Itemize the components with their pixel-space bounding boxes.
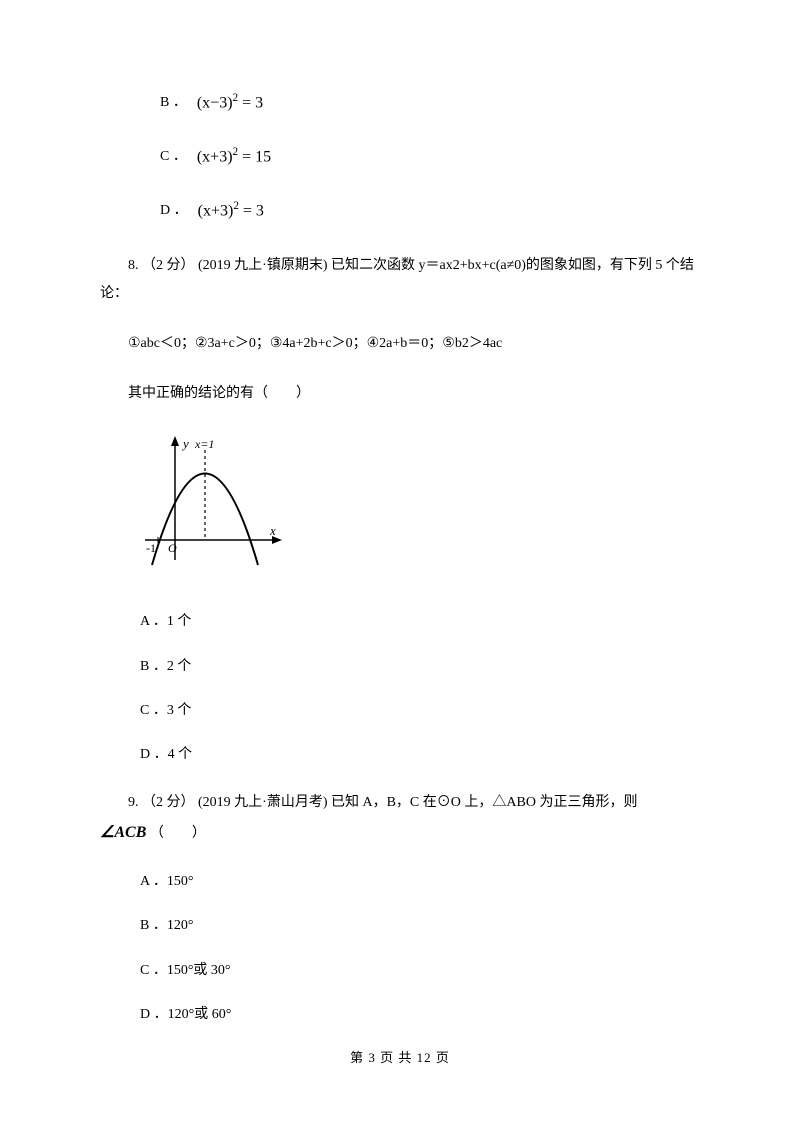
option-B-label: B ．	[160, 92, 187, 114]
q8-graph: y x=1 x -1 O	[140, 430, 700, 583]
q9-stem: 9. （2 分） (2019 九上·萧山月考) 已知 A，B，C 在⊙O 上，△…	[100, 789, 700, 849]
q9-option-C: C ．150°或 30°	[140, 960, 700, 982]
option-C: C ． (x+3)2 = 15	[160, 144, 700, 170]
parabola-graph-svg: y x=1 x -1 O	[140, 430, 290, 575]
y-axis-label: y	[181, 436, 189, 451]
q8-option-C: C ．3 个	[140, 700, 700, 722]
option-D-label: D ．	[160, 200, 188, 222]
option-B-formula: (x−3)2 = 3	[197, 90, 263, 116]
q8-option-B: B ．2 个	[140, 656, 700, 678]
q9-option-B: B ．120°	[140, 915, 700, 937]
page-content: B ． (x−3)2 = 3 C ． (x+3)2 = 15 D ． (x+3)…	[0, 0, 800, 1109]
option-B: B ． (x−3)2 = 3	[160, 90, 700, 116]
neg1-label: -1	[146, 541, 156, 555]
option-D-formula: (x+3)2 = 3	[198, 198, 264, 224]
option-D: D ． (x+3)2 = 3	[160, 198, 700, 224]
q8-stem-line3: 其中正确的结论的有（ ）	[100, 380, 700, 408]
angle-ACB: ∠ACB	[100, 824, 146, 841]
origin-label: O	[168, 541, 177, 555]
q8-option-A: A ．1 个	[140, 611, 700, 633]
page-footer: 第 3 页 共 12 页	[100, 1048, 700, 1069]
q9-option-D: D ．120°或 60°	[140, 1004, 700, 1026]
q8-stem-line1: 8. （2 分） (2019 九上·镇原期末) 已知二次函数 y＝ax2+bx+…	[100, 252, 700, 308]
q9-option-A: A ．150°	[140, 871, 700, 893]
q8-stem-line2: ①abc＜0；②3a+c＞0；③4a+2b+c＞0；④2a+b＝0；⑤b2＞4a…	[100, 330, 700, 358]
q8-option-D: D ．4 个	[140, 744, 700, 766]
x-axis-label: x	[269, 523, 276, 538]
x1-label: x=1	[194, 437, 214, 451]
option-C-formula: (x+3)2 = 15	[197, 144, 271, 170]
option-C-label: C ．	[160, 146, 187, 168]
